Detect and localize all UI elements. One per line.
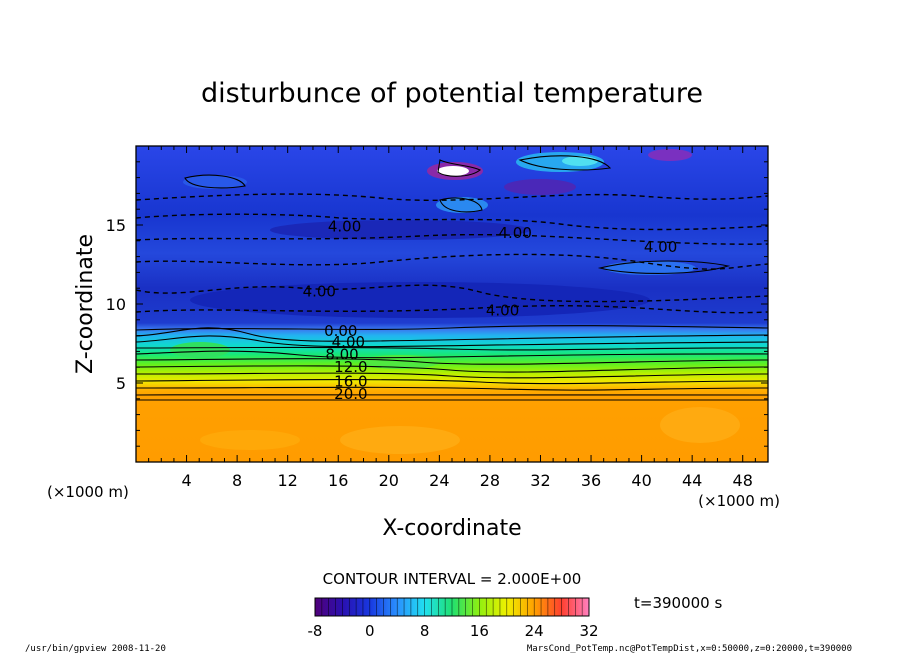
x-axis-label: X-coordinate: [382, 516, 521, 541]
patch: [200, 430, 300, 450]
contour-interval: CONTOUR INTERVAL = 2.000E+00: [323, 570, 582, 588]
footer-right: MarsCond_PotTemp.nc@PotTempDist,x=0:5000…: [527, 644, 852, 654]
contour-line: [136, 365, 768, 373]
contour-label: 4.00: [486, 301, 519, 319]
colorbar-tick-label: -8: [308, 622, 323, 640]
contour-line: [184, 174, 246, 189]
patch: [437, 166, 469, 176]
contour-line: [136, 372, 768, 379]
patch: [170, 342, 230, 358]
contour-label: 4.00: [644, 238, 677, 256]
colorbar-stripes: [321, 598, 583, 616]
x-tick-label: 32: [530, 471, 550, 490]
colorbar-tick-label: 32: [579, 622, 598, 640]
x-tick-label: 16: [328, 471, 348, 490]
contour-label: 8.00: [325, 346, 358, 364]
contour-line: [136, 346, 768, 351]
field-patches: [170, 149, 740, 454]
patch: [504, 179, 576, 195]
dashed-contour: [136, 284, 768, 303]
contour-labels: 4.00 4.004.004.004.000.004.008.0012.016.0…: [303, 218, 678, 403]
contour-label: 20.0: [334, 385, 367, 403]
contour-line: [136, 335, 768, 348]
patch: [648, 149, 692, 161]
y-tick-label: 10: [106, 295, 126, 314]
patch: [360, 355, 440, 369]
dashed-contour: [136, 193, 768, 201]
contour-label: 0.00: [324, 322, 357, 340]
x-unit-label-left: (×1000 m): [47, 483, 129, 501]
colorbar-tick-label: 8: [420, 622, 430, 640]
x-tick-label: 24: [429, 471, 449, 490]
colorbar-tick-label: 0: [365, 622, 375, 640]
dashed-contours: [136, 193, 768, 314]
contour-line: [439, 197, 483, 213]
x-tick-label: 8: [232, 471, 242, 490]
x-tick-label: 20: [379, 471, 399, 490]
y-tick-label: 15: [106, 216, 126, 235]
x-tick-label: 48: [733, 471, 753, 490]
contour-line: [136, 358, 768, 365]
colorbar-tick-label: 24: [525, 622, 544, 640]
patch: [604, 261, 696, 275]
contour-lines: [136, 155, 768, 401]
patch: [562, 156, 598, 166]
contour-label: 4.00: [498, 224, 531, 242]
x-axis-ticks: 4 8 12 16 20 24 28 32 36 40 44 48: [148, 146, 756, 490]
x-tick-label: 40: [631, 471, 651, 490]
colorbar: -8 0 8 16 24 32: [308, 597, 599, 640]
time-label: t=390000 s: [634, 594, 722, 612]
contour-line: [136, 386, 768, 391]
dashed-contour: [136, 213, 768, 231]
y-axis-ticks: 5 10 15: [106, 161, 768, 447]
dashed-contour: [136, 305, 768, 314]
patch: [190, 282, 650, 318]
contour-line: [437, 159, 482, 177]
x-unit-label-right: (×1000 m): [698, 492, 780, 510]
chart-title: disturbunce of potential temperature: [201, 78, 703, 109]
patch: [660, 407, 740, 443]
contour-line: [136, 325, 768, 331]
contour-line: [518, 155, 612, 171]
dashed-contour: [136, 233, 768, 245]
contour-line: [136, 327, 768, 342]
contour-line: [136, 379, 768, 385]
x-tick-label: 44: [682, 471, 702, 490]
colorbar-frame: [314, 597, 590, 617]
footer-left: /usr/bin/gpview 2008-11-20: [25, 644, 166, 654]
x-tick-label: 4: [181, 471, 191, 490]
contour-label: 4.00: [332, 333, 365, 351]
plot-area: [136, 146, 768, 462]
x-tick-label: 36: [581, 471, 601, 490]
x-tick-label: 12: [278, 471, 298, 490]
colorbar-ticks: -8 0 8 16 24 32: [308, 622, 599, 640]
contour-label: 12.0: [334, 358, 367, 376]
dashed-contour: [136, 253, 768, 270]
y-axis-label: Z-coordinate: [73, 234, 98, 374]
patch: [340, 426, 460, 454]
x-tick-label: 28: [480, 471, 500, 490]
contour-line: [136, 350, 768, 359]
colorbar-tick-label: 16: [470, 622, 489, 640]
contour-label: 16.0: [334, 372, 367, 390]
contour-label: 4.00: [328, 218, 361, 236]
patch: [270, 220, 530, 240]
contour-label: 4.00: [303, 282, 336, 300]
y-tick-label: 5: [116, 374, 126, 393]
